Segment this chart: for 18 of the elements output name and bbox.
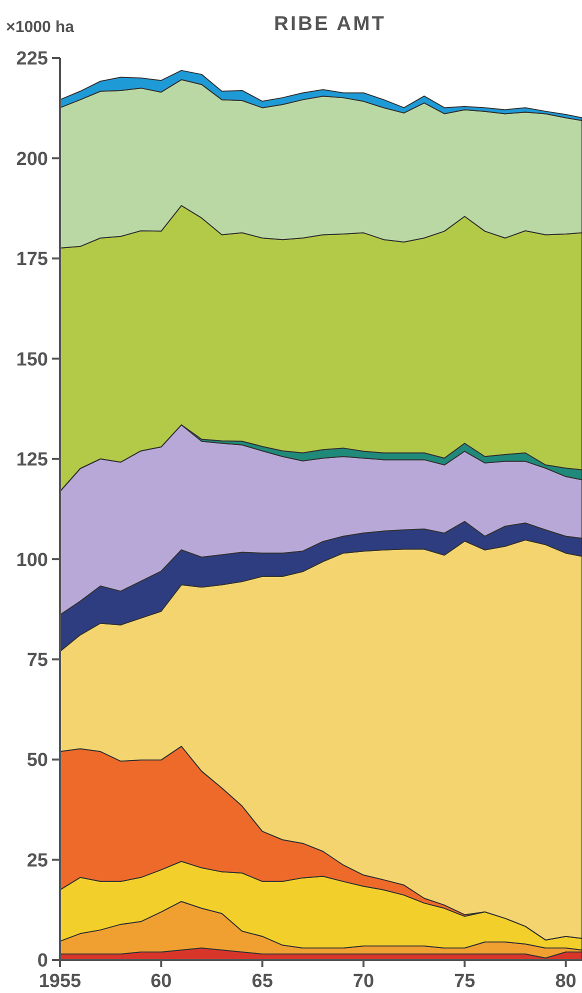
y-tick-label: 225 — [16, 48, 48, 70]
x-tick-label: 65 — [252, 971, 274, 992]
y-tick-label: 0 — [37, 950, 48, 972]
y-axis-title: ×1000 ha — [6, 19, 74, 36]
x-tick-label: 60 — [150, 971, 172, 992]
y-tick-label: 100 — [16, 550, 48, 571]
y-tick-label: 50 — [26, 750, 48, 772]
y-tick-label: 125 — [16, 450, 48, 471]
y-tick-label: 75 — [26, 650, 48, 671]
x-tick-label: 70 — [352, 971, 374, 992]
y-tick-label: 200 — [16, 148, 48, 170]
x-tick-label: 1955 — [38, 971, 82, 992]
x-tick-label: 75 — [454, 971, 476, 992]
y-tick-label: 175 — [16, 249, 48, 270]
y-tick-label: 25 — [26, 850, 48, 872]
y-tick-label: 150 — [16, 349, 48, 370]
x-tick-label: 80 — [555, 971, 576, 992]
chart-title: RIBE AMT — [274, 13, 386, 35]
